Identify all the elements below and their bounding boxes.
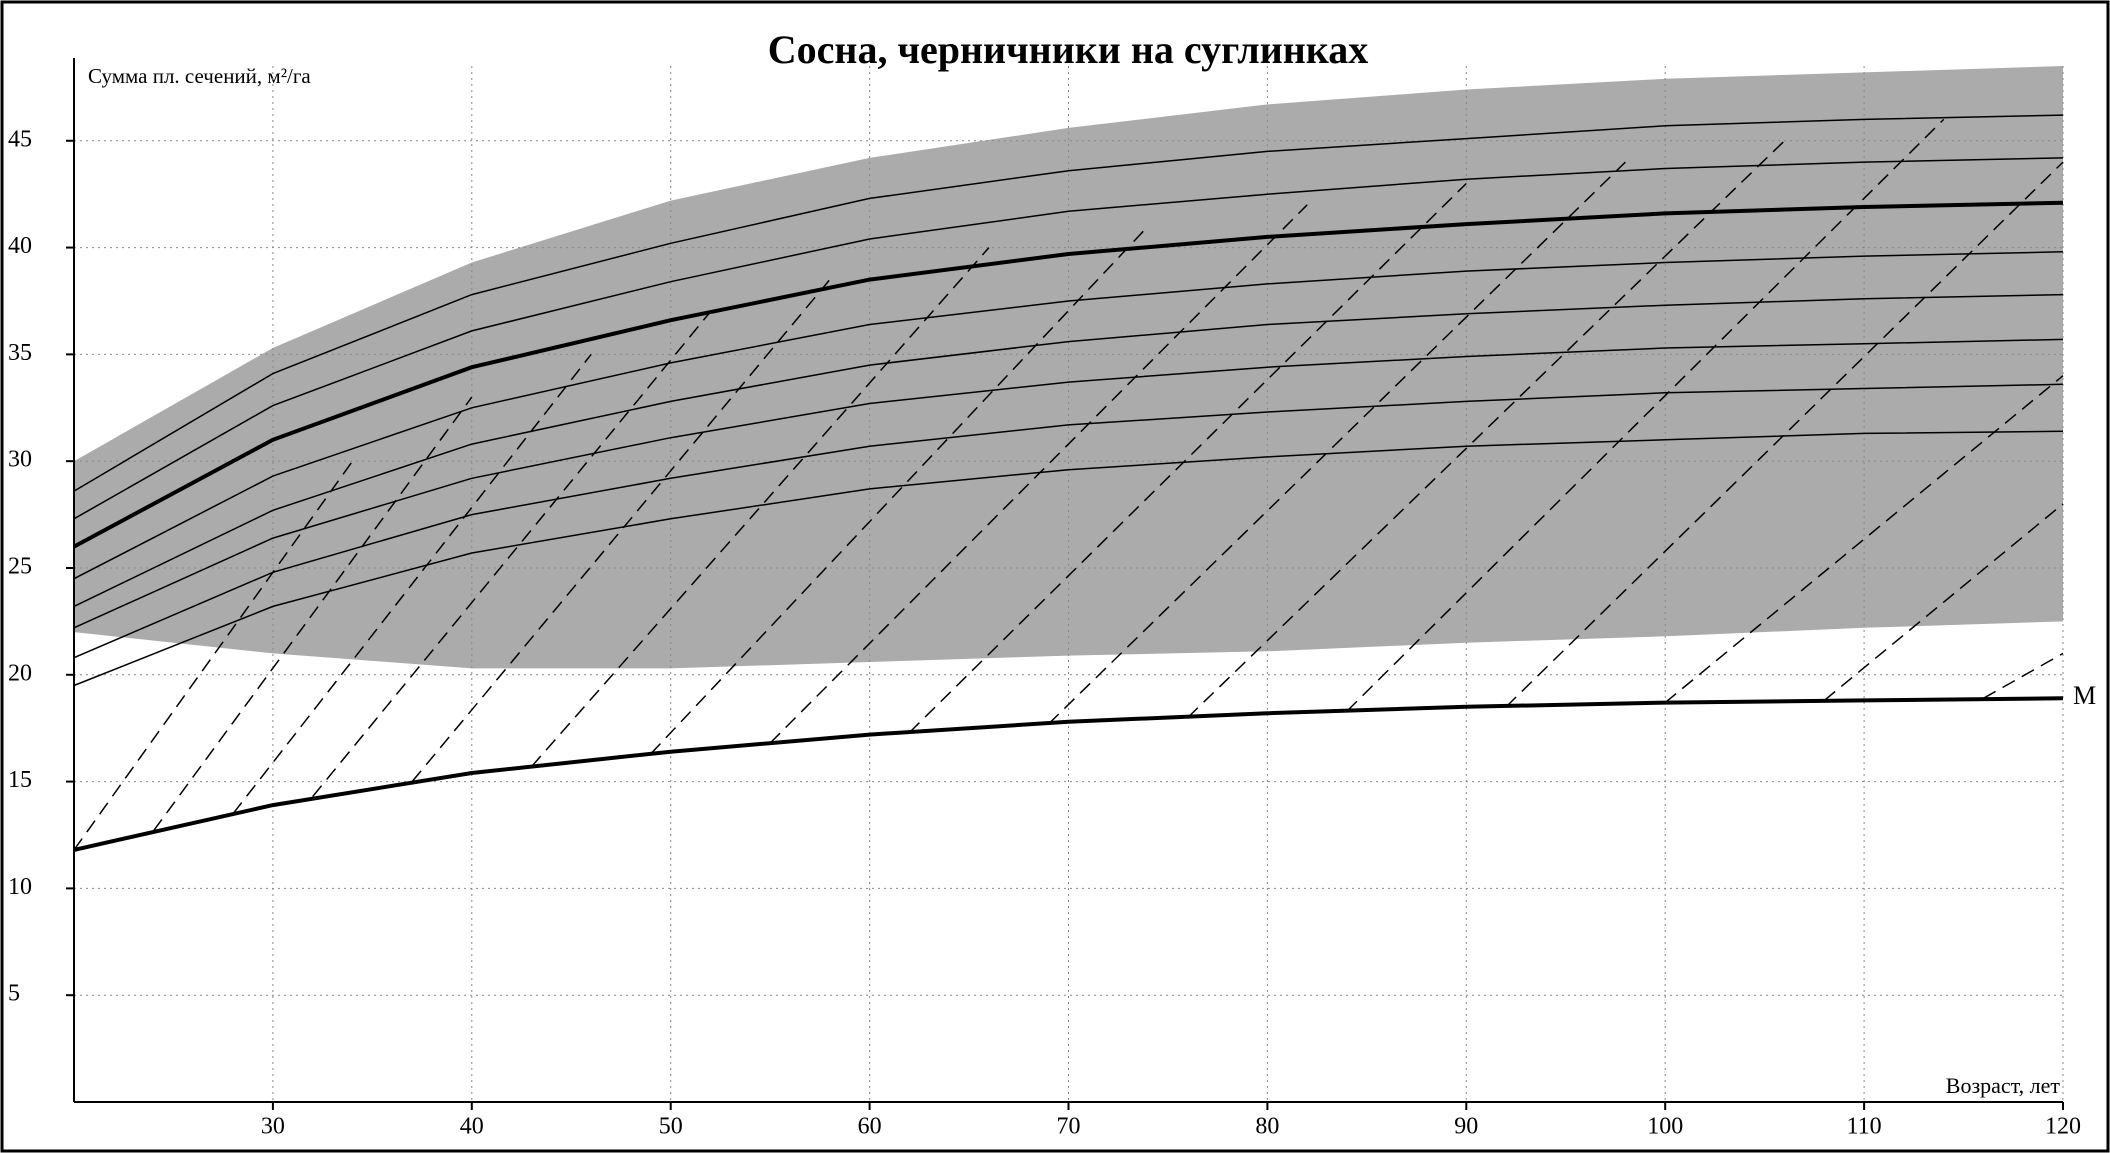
guide-line (1664, 375, 2064, 704)
guide-line (1346, 118, 1945, 712)
chart-title: Сосна, черничники на суглинках (768, 27, 1368, 72)
curve (73, 430, 2064, 687)
curve (73, 696, 2064, 852)
guide-line (1505, 161, 2064, 708)
y-axis-label: Сумма пл. сечений, м²/га (88, 64, 311, 88)
curve (73, 251, 2064, 580)
guide-line (769, 204, 1308, 744)
x-tick-label: 40 (460, 1114, 484, 1140)
x-axis-label: Возраст, лет (1946, 1073, 2061, 1098)
series-label: M (2073, 681, 2096, 710)
guide-line (1823, 503, 2064, 701)
curve (73, 383, 2064, 659)
y-tick-label: 10 (8, 874, 32, 900)
y-tick-label: 40 (8, 233, 32, 259)
y-tick-label: 35 (8, 340, 32, 366)
guide-line (1048, 161, 1626, 725)
guide-line (908, 182, 1467, 734)
y-tick-label: 15 (8, 767, 32, 793)
x-tick-label: 30 (261, 1114, 285, 1140)
guide-line (1187, 140, 1786, 719)
guide-line (73, 460, 354, 851)
x-tick-label: 80 (1255, 1114, 1279, 1140)
x-tick-label: 90 (1454, 1114, 1478, 1140)
curve (73, 114, 2064, 492)
x-tick-label: 70 (1057, 1114, 1081, 1140)
x-tick-label: 110 (1847, 1114, 1882, 1140)
x-tick-label: 100 (1647, 1114, 1683, 1140)
guide-line (312, 311, 712, 797)
guide-line (152, 396, 473, 832)
guide-line (650, 225, 1149, 755)
y-tick-label: 25 (8, 553, 32, 579)
x-tick-label: 50 (659, 1114, 683, 1140)
curve (73, 338, 2064, 629)
guide-line (1983, 652, 2064, 699)
y-tick-label: 45 (8, 126, 32, 152)
guide-line (530, 247, 990, 768)
curve (73, 293, 2064, 608)
curve (73, 157, 2064, 520)
x-tick-label: 120 (2045, 1114, 2081, 1140)
curve (73, 200, 2064, 549)
x-tick-label: 60 (858, 1114, 882, 1140)
y-tick-label: 20 (8, 660, 32, 686)
y-tick-label: 5 (8, 981, 20, 1007)
y-tick-label: 30 (8, 447, 32, 473)
